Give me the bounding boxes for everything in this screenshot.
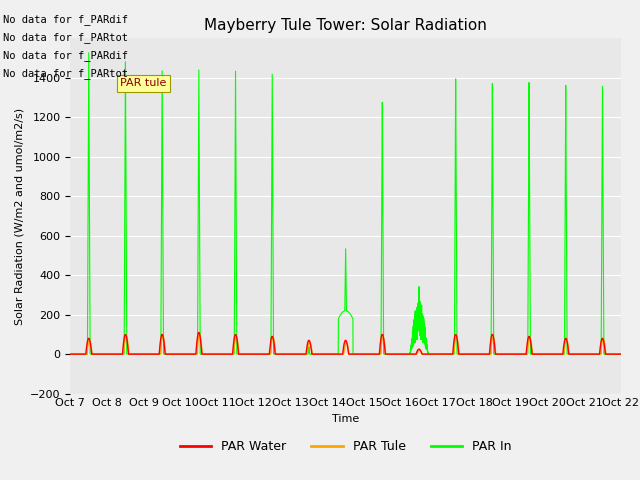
X-axis label: Time: Time [332,414,359,424]
Text: PAR tule: PAR tule [120,78,166,88]
Title: Mayberry Tule Tower: Solar Radiation: Mayberry Tule Tower: Solar Radiation [204,18,487,33]
Text: No data for f_PARtot: No data for f_PARtot [3,32,128,43]
Text: No data for f_PARdif: No data for f_PARdif [3,13,128,24]
Legend: PAR Water, PAR Tule, PAR In: PAR Water, PAR Tule, PAR In [175,435,516,458]
Y-axis label: Solar Radiation (W/m2 and umol/m2/s): Solar Radiation (W/m2 and umol/m2/s) [15,108,24,324]
Text: No data for f_PARdif: No data for f_PARdif [3,50,128,61]
Text: No data for f_PARtot: No data for f_PARtot [3,68,128,79]
